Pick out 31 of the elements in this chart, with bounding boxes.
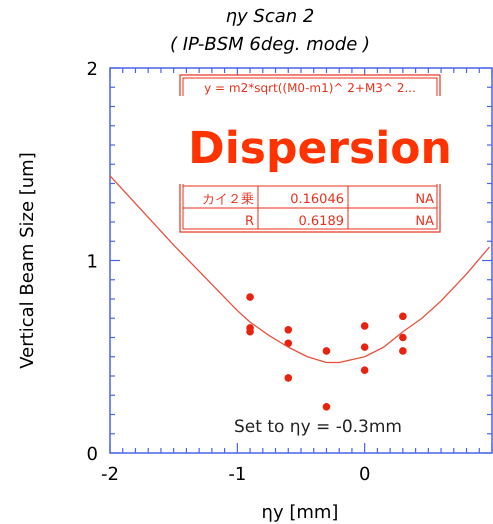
point bbox=[284, 374, 292, 382]
x-tick-label: -1 bbox=[228, 464, 246, 485]
y-axis-title: Vertical Beam Size [um] bbox=[17, 152, 38, 369]
point bbox=[399, 347, 407, 355]
x-tick-label: 0 bbox=[358, 464, 370, 485]
chart-subtitle: ( IP-BSM 6deg. mode ) bbox=[170, 34, 370, 55]
point bbox=[399, 312, 407, 320]
point bbox=[399, 334, 407, 342]
annotation: NA bbox=[415, 214, 434, 229]
annotation: NA bbox=[415, 192, 434, 207]
point bbox=[322, 347, 330, 355]
annotation: 0.16046 bbox=[290, 192, 344, 207]
point bbox=[284, 339, 292, 348]
point bbox=[360, 343, 368, 351]
chart-title: ηy Scan 2 bbox=[226, 6, 314, 27]
point bbox=[246, 293, 254, 301]
point bbox=[284, 326, 292, 334]
point bbox=[360, 366, 368, 374]
x-tick-label: -2 bbox=[101, 464, 119, 485]
annotation: Dispersion bbox=[188, 123, 452, 174]
point bbox=[360, 322, 368, 330]
x-axis-title: ηy [mm] bbox=[262, 502, 338, 523]
annotation: 0.6189 bbox=[298, 214, 344, 229]
annotation: Set to ηy = -0.3mm bbox=[234, 417, 402, 437]
y-tick-label: 2 bbox=[86, 59, 98, 80]
annotation: R bbox=[244, 214, 254, 229]
point bbox=[322, 403, 330, 411]
annotation: y = m2*sqrt((M0-m1)^ 2+M3^ 2... bbox=[204, 81, 416, 95]
annotation: カイ２乗 bbox=[202, 192, 254, 207]
y-tick-label: 1 bbox=[86, 252, 98, 272]
y-tick-label: 0 bbox=[86, 444, 98, 465]
